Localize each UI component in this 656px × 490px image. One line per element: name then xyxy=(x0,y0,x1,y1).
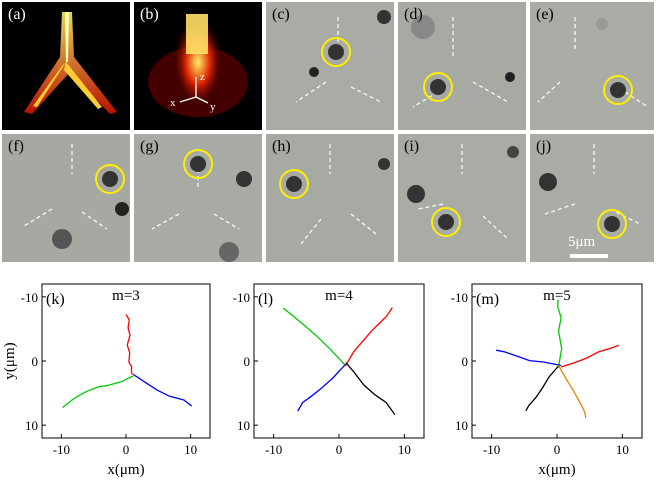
trajectory-series-2 xyxy=(62,375,134,409)
y-tick-label: 0 xyxy=(462,354,469,369)
panel-label-h: (h) xyxy=(272,138,291,155)
panel-label-d: (d) xyxy=(404,6,423,23)
x-tick-label: 0 xyxy=(554,442,561,457)
micrograph-e xyxy=(537,17,649,108)
trajectory-series-3 xyxy=(297,363,347,412)
panel-h: (h) xyxy=(266,134,394,262)
y-tick-label: 10 xyxy=(25,418,38,433)
y-tick-label: -10 xyxy=(233,290,250,305)
plot-frame xyxy=(41,283,211,439)
panel-j: (j) 5μm xyxy=(530,134,654,262)
trajectory-series-3 xyxy=(132,373,193,407)
panel-label-b: (b) xyxy=(140,6,159,23)
x-tick-label: 10 xyxy=(184,442,197,457)
x-tick-label: 0 xyxy=(336,442,343,457)
panel-c: (c) xyxy=(266,2,394,130)
trajectory-series-5 xyxy=(557,364,587,419)
y-tick-label: -10 xyxy=(21,290,38,305)
trajectory-series-2 xyxy=(560,344,620,368)
scale-bar-label: 5μm xyxy=(568,234,596,250)
plot-title: m=3 xyxy=(112,288,140,304)
scale-bar xyxy=(570,254,608,258)
panel-label-c: (c) xyxy=(272,6,290,23)
axis-label-x: x xyxy=(170,97,176,109)
chart-k: -10 0 10 -10 0 10 (k) m=3 x(μm) y(μm) xyxy=(0,266,222,485)
x-tick-label: 10 xyxy=(616,442,629,457)
x-tick-label: -10 xyxy=(265,442,282,457)
micrograph-f xyxy=(23,144,129,249)
panel-label-e: (e) xyxy=(536,6,554,23)
axis-label-y: y xyxy=(210,101,216,113)
panel-label: (k) xyxy=(46,291,65,308)
trajectory-series-2 xyxy=(282,307,347,367)
tracking-circle xyxy=(603,75,633,105)
panel-label: (l) xyxy=(258,291,273,308)
panel-b: z x y (b) xyxy=(134,2,262,130)
micrograph-g xyxy=(151,149,252,262)
panel-label-g: (g) xyxy=(140,138,159,155)
trajectory-series-1 xyxy=(344,307,393,367)
micrograph-d xyxy=(411,15,515,108)
x-tick-label: 10 xyxy=(398,442,411,457)
x-tick-label: -10 xyxy=(53,442,70,457)
trajectory-series-1 xyxy=(125,314,133,375)
micrograph-h xyxy=(279,144,390,245)
beam-profile-image-a xyxy=(24,12,117,114)
y-tick-label: -10 xyxy=(451,290,468,305)
panel-g: (g) xyxy=(134,134,262,262)
y-axis-arrow xyxy=(195,96,209,104)
x-axis-label: x(μm) xyxy=(107,462,144,478)
panel-f: (f) xyxy=(2,134,130,262)
panel-label-a: (a) xyxy=(8,6,26,23)
panel-a: (a) xyxy=(2,2,130,130)
y-tick-label: 0 xyxy=(32,354,39,369)
y-tick-label: 0 xyxy=(244,354,251,369)
tracking-circle xyxy=(183,149,213,179)
y-axis-label: y(μm) xyxy=(2,342,18,379)
plot-title: m=5 xyxy=(543,288,571,304)
tracking-circle xyxy=(597,209,627,239)
x-tick-label: 0 xyxy=(123,442,130,457)
trajectory-plot-m: -10 0 10 -10 0 10 (m) m=5 x(μm) xyxy=(451,283,643,478)
x-tick-label: -10 xyxy=(483,442,500,457)
y-tick-label: 10 xyxy=(455,418,468,433)
panel-label-f: (f) xyxy=(8,138,24,155)
beam-profile-image-b: z x y xyxy=(148,14,248,117)
plot-frame xyxy=(253,283,425,439)
micrograph-j xyxy=(539,144,641,258)
trajectory-series-3 xyxy=(495,349,562,367)
trajectory-plot-l: -10 0 10 -10 0 10 (l) m=4 xyxy=(233,283,425,457)
panel-i: (i) xyxy=(398,134,526,262)
panel-label-i: (i) xyxy=(404,138,420,155)
panel-e: (e) xyxy=(530,2,654,130)
trajectory-series-4 xyxy=(345,362,396,415)
panel-label: (m) xyxy=(476,291,499,308)
tracking-circle xyxy=(423,72,453,102)
panel-label-j: (j) xyxy=(536,138,552,155)
tracking-circle xyxy=(321,37,351,67)
panel-d: (d) xyxy=(398,2,526,130)
micrograph-i xyxy=(407,144,519,240)
y-tick-label: 10 xyxy=(237,418,250,433)
trajectory-series-4 xyxy=(525,364,561,412)
micrograph-c xyxy=(295,10,391,103)
plot-title: m=4 xyxy=(325,288,353,304)
tracking-circle xyxy=(279,169,309,199)
tracking-circle xyxy=(431,207,461,237)
x-axis-arrow xyxy=(179,96,197,103)
axis-label-z: z xyxy=(200,71,205,83)
chart-l: -10 0 10 -10 0 10 (l) m=4 xyxy=(222,266,440,485)
trajectory-plot-k: -10 0 10 -10 0 10 (k) m=3 x(μm) y(μm) xyxy=(2,283,211,478)
x-axis-label: x(μm) xyxy=(538,462,575,478)
trajectory-series-1 xyxy=(557,299,563,368)
chart-m: -10 0 10 -10 0 10 (m) m=5 x(μm) xyxy=(440,266,656,485)
tracking-circle xyxy=(95,164,125,194)
